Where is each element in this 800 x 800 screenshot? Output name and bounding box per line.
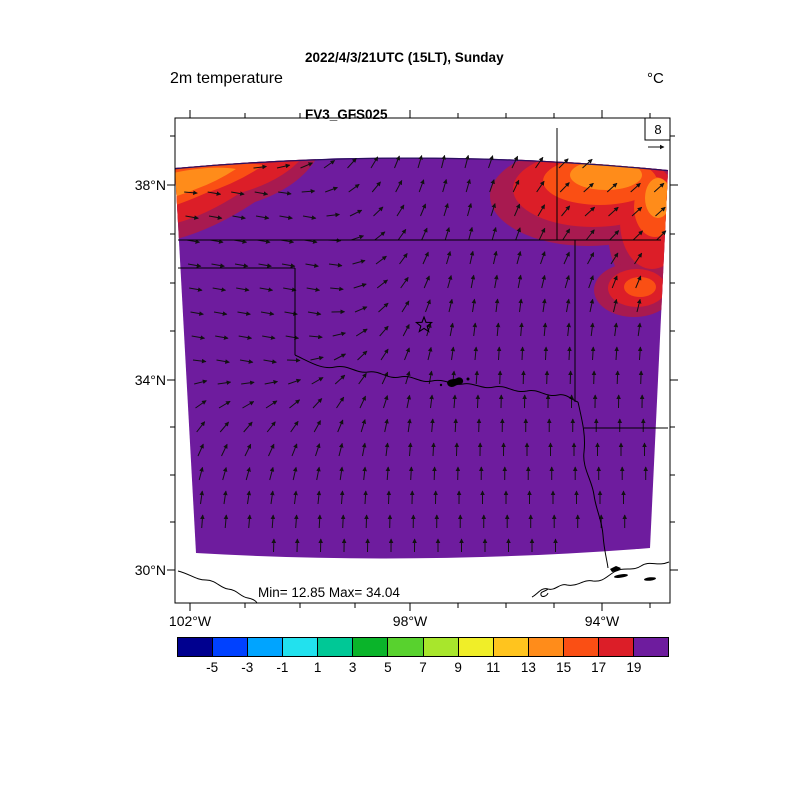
rio-grande-line bbox=[177, 570, 258, 604]
figure-subtitle: FV3_GFS025 bbox=[305, 107, 388, 122]
colorbar-tick-label: -5 bbox=[206, 660, 219, 675]
lon-tick-label: 94°W bbox=[585, 613, 620, 629]
colorbar-tick-label: 1 bbox=[313, 660, 322, 675]
colorbar-segment bbox=[527, 637, 564, 657]
minmax-annotation: Min= 12.85 Max= 34.04 bbox=[258, 585, 400, 600]
star-marker bbox=[414, 315, 434, 333]
bay-inlet bbox=[540, 588, 549, 597]
axis-ticks bbox=[167, 110, 678, 611]
colorbar-segment bbox=[247, 637, 284, 657]
colorbar-segment bbox=[633, 637, 670, 657]
colorbar-segment bbox=[422, 637, 459, 657]
barrier-islands bbox=[610, 566, 656, 581]
colorbar-tick-label: 19 bbox=[626, 660, 642, 675]
colorbar-tick-label: 7 bbox=[419, 660, 427, 675]
lon-tick-label: 102°W bbox=[169, 613, 212, 629]
colorbar-tick-label: 11 bbox=[486, 660, 501, 675]
colorbar-segment bbox=[387, 637, 424, 657]
colorbar-segment bbox=[457, 637, 494, 657]
colorbar-segment bbox=[177, 637, 214, 657]
colorbar-segment bbox=[212, 637, 249, 657]
colorbar-tick-label: -1 bbox=[276, 660, 289, 675]
colorbar-segments bbox=[177, 637, 670, 657]
colorbar-segment bbox=[597, 637, 635, 657]
colorbar-tick-label: 17 bbox=[591, 660, 607, 675]
plot-frame bbox=[174, 117, 671, 604]
colorbar-tick-label: -3 bbox=[241, 660, 254, 675]
texas-louisiana-border-line bbox=[577, 401, 609, 569]
coastlines bbox=[177, 561, 670, 604]
colorbar-segment bbox=[317, 637, 354, 657]
lon-tick-label: 98°W bbox=[393, 613, 428, 629]
panhandle-border-line bbox=[178, 267, 296, 355]
lat-tick-label: 34°N bbox=[135, 372, 166, 388]
reference-vector-box: 8 bbox=[644, 117, 671, 150]
wind-vectors bbox=[184, 154, 667, 553]
lake-polygon bbox=[439, 377, 470, 387]
title-block: 2022/4/3/21UTC (15LT), Sunday FV3_GFS025 bbox=[305, 10, 504, 162]
colorbar-labels: -5 -3 -1 1 3 5 7 9 11 13 15 17 19 bbox=[177, 660, 669, 678]
field-label: 2m temperature bbox=[170, 70, 283, 87]
colorbar-tick-label: 5 bbox=[384, 660, 392, 675]
units-label: °C bbox=[647, 70, 664, 87]
colorbar-segment bbox=[492, 637, 529, 657]
lat-tick-label: 38°N bbox=[135, 177, 166, 193]
colorbar-segment bbox=[562, 637, 599, 657]
lat-tick-label: 30°N bbox=[135, 562, 166, 578]
colorbar-segment bbox=[352, 637, 389, 657]
reference-vector-value: 8 bbox=[654, 122, 661, 137]
colorbar-tick-label: 9 bbox=[454, 660, 462, 675]
colorbar-tick-label: 3 bbox=[348, 660, 357, 675]
colorbar: -5 -3 -1 1 3 5 7 9 11 13 15 17 19 bbox=[177, 637, 670, 678]
colorbar-tick-label: 13 bbox=[520, 660, 536, 675]
colorbar-tick-label: 15 bbox=[556, 660, 572, 675]
colorbar-segment bbox=[282, 637, 319, 657]
figure-title: 2022/4/3/21UTC (15LT), Sunday bbox=[305, 50, 504, 65]
